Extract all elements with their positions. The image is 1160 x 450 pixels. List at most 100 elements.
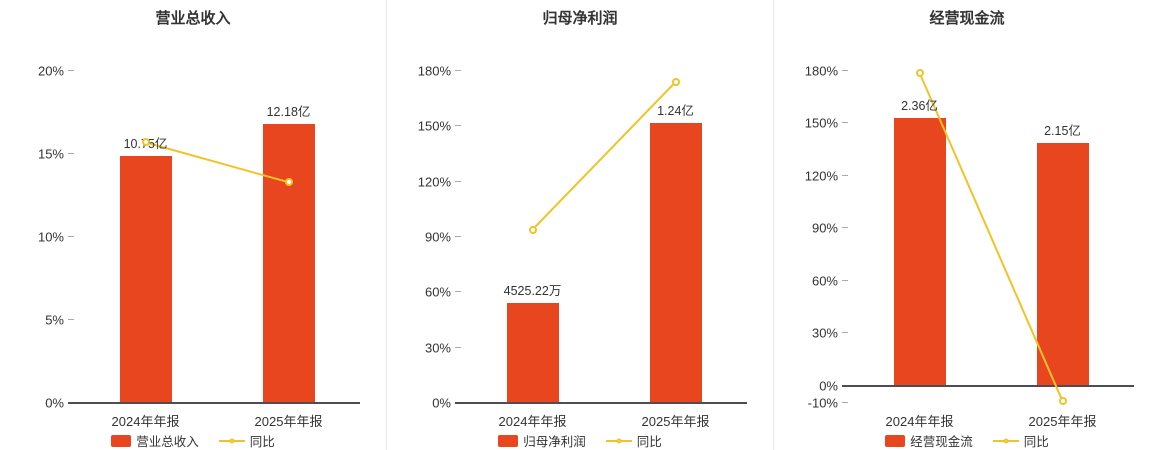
legend-bar-label: 经营现金流: [910, 435, 973, 449]
y-tick-label: 180%: [804, 63, 838, 79]
legend-bar-label: 归母净利润: [523, 435, 586, 449]
legend-item-line[interactable]: 同比: [992, 431, 1049, 450]
y-tick-label: 60%: [811, 273, 838, 289]
y-tick-label: 5%: [45, 312, 64, 328]
legend: 营业总收入 同比: [0, 431, 386, 450]
y-tick-label: 15%: [37, 146, 64, 162]
x-axis-labels: 2024年年报 2025年年报: [848, 403, 1134, 429]
legend-item-line[interactable]: 同比: [605, 431, 662, 450]
line-swatch-icon: [992, 438, 1019, 443]
bar-value-label: 4525.22万: [503, 284, 562, 299]
y-tick-mark: [842, 332, 848, 334]
x-tick-label: 2025年年报: [254, 414, 323, 429]
legend: 经营现金流 同比: [774, 431, 1160, 450]
bar-value-label: 2.15亿: [1044, 123, 1081, 138]
bar-swatch-icon: [498, 434, 519, 447]
y-tick-mark: [842, 70, 848, 71]
y-tick-label: 0%: [819, 378, 838, 394]
bar: [649, 122, 702, 403]
y-tick-mark: [842, 227, 848, 229]
chart-title: 经营现金流: [929, 10, 1005, 27]
y-tick-label: 20%: [37, 63, 64, 79]
bar-swatch-icon: [885, 434, 906, 447]
x-tick-label: 2024年年报: [111, 414, 180, 429]
y-tick-mark: [455, 125, 461, 127]
bar-value-label: 12.18亿: [266, 105, 311, 120]
chart-panel-revenue: 营业总收入 0%5%10%15%20%10.75亿12.18亿 2024年年报2…: [0, 0, 386, 450]
y-tick-label: 0%: [45, 395, 64, 411]
y-tick-label: 60%: [424, 284, 451, 300]
legend-item-bar[interactable]: 经营现金流: [885, 431, 973, 450]
bar: [506, 303, 559, 403]
x-axis-line: [68, 402, 360, 404]
y-tick-mark: [455, 291, 461, 293]
y-tick-mark: [455, 70, 461, 71]
yoy-line: [461, 71, 747, 403]
x-axis-line: [455, 402, 747, 404]
y-tick-mark: [68, 236, 74, 237]
line-marker: [915, 68, 924, 77]
line-swatch-icon: [605, 438, 632, 443]
bar: [262, 124, 315, 403]
legend-item-bar[interactable]: 归母净利润: [498, 431, 586, 450]
plot-area: -10% 0% 30% 60% 90% 120% 150% 180% 2.36亿 2.15亿: [805, 65, 1134, 410]
line-marker: [1058, 397, 1067, 406]
plot-area: 0% 30% 60% 90% 120% 150% 180% 4525.22万 1.24亿: [418, 65, 747, 410]
line-marker: [141, 138, 150, 147]
line-marker-icon: [229, 438, 235, 443]
y-tick-mark: [842, 402, 848, 403]
plot-area: 0%5%10%15%20%10.75亿12.18亿: [38, 65, 360, 410]
x-tick-label: 2025年年报: [1028, 414, 1097, 429]
x-tick-label: 2024年年报: [498, 414, 567, 429]
line-swatch-icon: [218, 438, 245, 443]
y-tick-label: 90%: [811, 220, 838, 236]
legend-line-label: 同比: [249, 435, 275, 449]
x-axis-labels: 2024年年报 2025年年报: [74, 403, 360, 429]
y-tick-label: 90%: [424, 229, 451, 245]
y-tick-mark: [455, 346, 461, 348]
bar: [119, 155, 172, 403]
y-tick-label: 120%: [417, 174, 451, 190]
y-tick-mark: [842, 174, 848, 176]
legend-line-label: 同比: [1023, 435, 1049, 449]
y-tick-mark: [455, 180, 461, 182]
y-tick-mark: [455, 236, 461, 237]
y-tick-label: 150%: [804, 115, 838, 131]
bar-value-label: 2.36亿: [901, 99, 938, 114]
legend-line-label: 同比: [636, 435, 662, 449]
bar: [1036, 142, 1089, 386]
legend-bar-label: 营业总收入: [136, 435, 199, 449]
bar-swatch-icon: [111, 434, 132, 447]
y-tick-mark: [842, 279, 848, 281]
y-tick-label: 0%: [432, 395, 451, 411]
chart-panel-net-profit: 归母净利润 0% 30% 60% 90% 120% 150% 180% 4525.22万 1.2…: [386, 0, 773, 450]
y-tick-mark: [68, 70, 74, 71]
y-tick-label: 10%: [37, 229, 64, 245]
y-tick-label: 120%: [804, 168, 838, 184]
y-tick-label: -10%: [807, 395, 838, 411]
chart-title: 营业总收入: [155, 10, 231, 27]
y-tick-label: 150%: [417, 118, 451, 134]
chart-title: 归母净利润: [542, 10, 618, 27]
legend-item-bar[interactable]: 营业总收入: [111, 431, 199, 450]
y-tick-mark: [842, 122, 848, 124]
bar-value-label: 1.24亿: [657, 103, 694, 118]
line-marker: [528, 225, 537, 234]
chart-panel-cash-flow: 经营现金流 -10% 0% 30% 60% 90% 120% 150% 180% 2.36亿 2.…: [773, 0, 1160, 450]
legend-item-line[interactable]: 同比: [218, 431, 275, 450]
line-marker: [671, 78, 680, 87]
y-tick-mark: [68, 319, 74, 320]
x-tick-label: 2025年年报: [641, 414, 710, 429]
yoy-line: [848, 71, 1134, 403]
yoy-line: [74, 71, 360, 403]
y-tick-label: 30%: [424, 340, 451, 356]
x-axis-labels: 2024年年报 2025年年报: [461, 403, 747, 429]
x-tick-label: 2024年年报: [885, 414, 954, 429]
y-tick-label: 30%: [811, 325, 838, 341]
line-marker: [284, 178, 293, 187]
legend: 归母净利润 同比: [387, 431, 773, 450]
y-tick-label: 180%: [417, 63, 451, 79]
line-marker-icon: [1003, 438, 1009, 443]
y-tick-mark: [68, 153, 74, 154]
